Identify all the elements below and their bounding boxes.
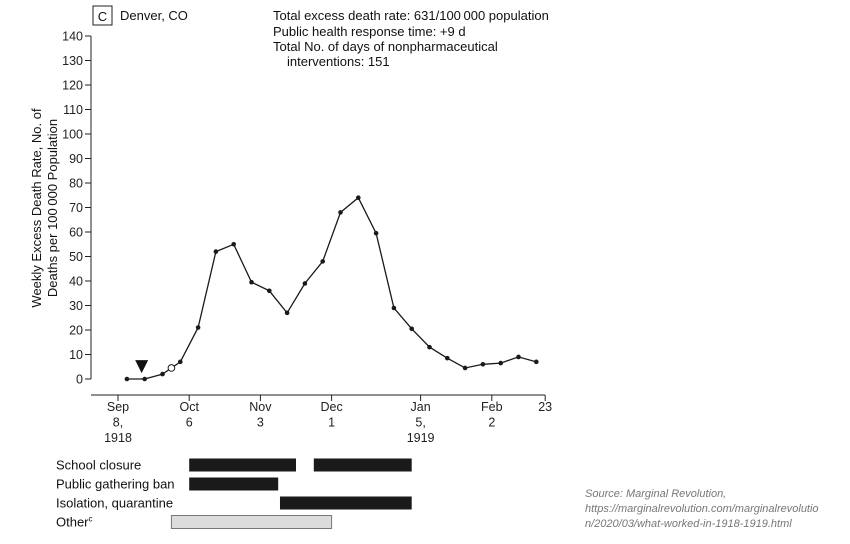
x-ticks: Sep 8,1918 Oct 6 Nov 3 Dec 1 Jan 5,1919 Feb 2 23 bbox=[104, 395, 552, 445]
intervention-bar bbox=[313, 458, 412, 472]
intervention-label: School closure bbox=[56, 458, 141, 473]
intervention-bar bbox=[189, 477, 279, 491]
x-tick-label: Dec bbox=[320, 400, 342, 414]
x-tick-label: Jan bbox=[411, 400, 431, 414]
source-line-3: n/2020/03/what-worked-in-1918-1919.html bbox=[585, 518, 792, 530]
data-point bbox=[373, 230, 379, 236]
data-point bbox=[231, 241, 236, 247]
x-tick-label: Sep bbox=[107, 400, 129, 414]
intervention-bar bbox=[279, 496, 412, 510]
data-point bbox=[356, 195, 361, 200]
y-axis-label-line-1: Weekly Excess Death Rate, No. of bbox=[29, 108, 44, 308]
x-tick-label: 5, bbox=[415, 416, 425, 430]
y-tick-label: 80 bbox=[69, 177, 83, 191]
intervention-label: Isolation, quarantine bbox=[56, 496, 173, 511]
data-point bbox=[320, 259, 326, 264]
x-tick-label: Nov bbox=[249, 400, 272, 414]
x-tick-label: 1 bbox=[328, 416, 335, 430]
data-point bbox=[409, 326, 415, 332]
intervention-bar bbox=[189, 458, 296, 472]
response-time-marker: ▼ bbox=[135, 356, 149, 376]
intervention-bar bbox=[170, 515, 333, 529]
data-point bbox=[284, 310, 290, 316]
y-tick-label: 120 bbox=[62, 79, 83, 93]
y-tick-label: 140 bbox=[62, 30, 83, 44]
data-point bbox=[249, 279, 254, 285]
data-point bbox=[178, 359, 183, 365]
y-tick-label: 0 bbox=[76, 373, 83, 387]
intervention-label: Otherc bbox=[56, 515, 93, 530]
data-point bbox=[195, 325, 201, 330]
x-tick-label: 23 bbox=[538, 400, 552, 414]
data-point bbox=[124, 376, 130, 382]
y-tick-label: 20 bbox=[69, 324, 83, 338]
data-point bbox=[462, 365, 468, 371]
data-point bbox=[213, 249, 219, 254]
y-axis-label-line-2: Deaths per 100 000 Population bbox=[45, 119, 60, 297]
y-tick-label: 50 bbox=[69, 250, 83, 264]
open-data-point bbox=[167, 364, 176, 372]
y-tick-label: 100 bbox=[62, 128, 83, 142]
plot-area: ▼ bbox=[124, 195, 539, 382]
x-tick-label: Feb bbox=[481, 400, 503, 414]
y-ticks: 0 10 20 30 40 50 60 70 80 90 100 110 120 130 140 bbox=[62, 30, 91, 387]
chart-title: Denver, CO bbox=[120, 8, 188, 23]
y-axis-label: Weekly Excess Death Rate, No. of Deaths … bbox=[29, 108, 60, 308]
data-point bbox=[498, 360, 504, 366]
x-tick-label: Oct bbox=[179, 400, 199, 414]
data-point bbox=[427, 344, 432, 350]
y-tick-label: 70 bbox=[69, 201, 83, 215]
data-point bbox=[267, 288, 272, 294]
data-point bbox=[480, 362, 486, 367]
death-rate-line bbox=[126, 196, 537, 380]
x-tick-label: 1919 bbox=[407, 431, 435, 445]
data-point bbox=[142, 376, 147, 382]
source-note: Source: Marginal Revolution, https://mar… bbox=[585, 487, 847, 532]
x-tick-label: 6 bbox=[186, 416, 193, 430]
data-point bbox=[445, 355, 450, 361]
y-tick-label: 40 bbox=[69, 275, 83, 289]
y-tick-label: 30 bbox=[69, 299, 83, 313]
data-point bbox=[516, 354, 521, 360]
data-point bbox=[160, 371, 165, 377]
info-line-npi-days: Total No. of days of nonpharmaceutical bbox=[273, 39, 498, 54]
y-tick-label: 130 bbox=[62, 54, 83, 68]
x-tick-label: 2 bbox=[488, 416, 495, 430]
data-point bbox=[391, 305, 397, 311]
x-tick-label: 1918 bbox=[104, 431, 132, 445]
y-tick-label: 90 bbox=[69, 152, 83, 166]
info-line-excess-death-rate: Total excess death rate: 631/100 000 pop… bbox=[273, 8, 549, 23]
source-line-1: Source: Marginal Revolution, bbox=[585, 488, 727, 500]
data-point bbox=[534, 359, 539, 365]
data-point bbox=[302, 281, 308, 286]
data-point bbox=[338, 210, 343, 215]
source-line-2: https://marginalrevolution.com/marginalr… bbox=[585, 503, 819, 515]
y-tick-label: 10 bbox=[69, 348, 83, 362]
intervention-bars: School closure Public gathering ban Isolat… bbox=[56, 458, 412, 530]
x-tick-label: 8, bbox=[113, 416, 123, 430]
y-tick-label: 110 bbox=[63, 103, 83, 117]
intervention-label: Public gathering ban bbox=[56, 477, 175, 492]
y-tick-label: 60 bbox=[69, 226, 83, 240]
panel-letter-box bbox=[92, 5, 113, 26]
info-line-response-time: Public health response time: +9 d bbox=[273, 24, 466, 39]
panel-letter: C bbox=[98, 9, 107, 24]
info-line-npi-days-cont: interventions: 151 bbox=[287, 54, 390, 69]
x-tick-label: 3 bbox=[257, 416, 264, 430]
